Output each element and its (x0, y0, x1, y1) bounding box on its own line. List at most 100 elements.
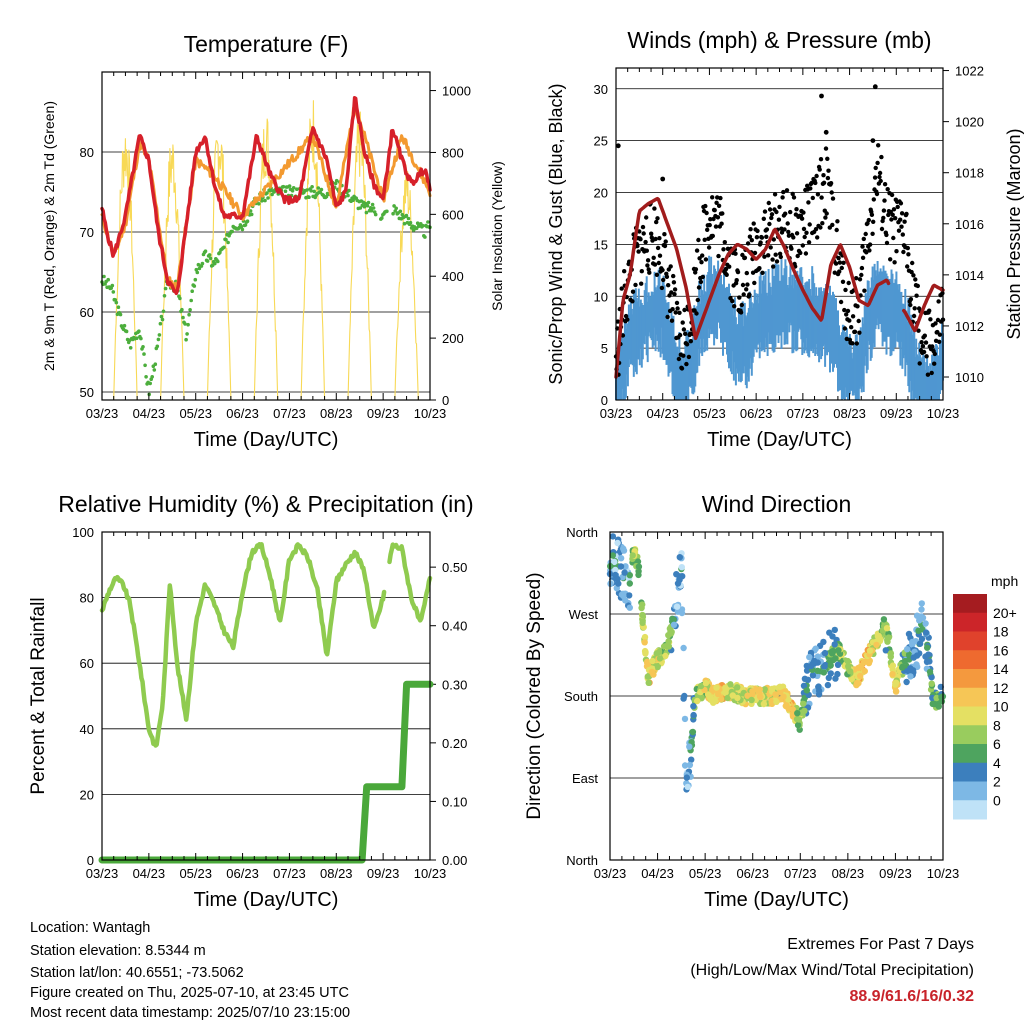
direction-point (804, 676, 812, 683)
solar-insolation-curve (206, 140, 232, 401)
dewpoint-point (369, 208, 374, 213)
gust-point (870, 138, 876, 144)
dewpoint-point (158, 321, 163, 326)
gust-point (778, 254, 783, 260)
direction-point (639, 619, 646, 626)
direction-point (875, 632, 882, 639)
dewpoint-point (144, 375, 148, 379)
dewpoint-point (213, 261, 217, 266)
temp-y2tick-label: 400 (442, 269, 464, 284)
wind-xtick-label: 05/23 (693, 406, 726, 421)
colorbar-swatch (953, 762, 987, 782)
gust-point (752, 280, 757, 286)
gust-point (699, 260, 704, 265)
direction-point (653, 650, 660, 657)
dewpoint-point (392, 204, 396, 208)
direction-point (907, 673, 914, 680)
gust-point (801, 210, 806, 215)
dewpoint-point (426, 220, 430, 224)
wind-xtick-label: 07/23 (787, 406, 820, 421)
gust-point (873, 165, 878, 171)
gust-point (662, 243, 668, 249)
gust-point (704, 210, 709, 216)
gust-point (857, 277, 863, 282)
gust-point (894, 249, 899, 254)
gust-point (891, 235, 896, 241)
gust-point (686, 354, 692, 360)
direction-point (929, 700, 936, 708)
gust-point (780, 195, 785, 200)
gust-point (764, 227, 770, 232)
gust-point (615, 143, 621, 149)
direction-point (673, 603, 681, 610)
direction-point (680, 695, 687, 702)
gust-point (762, 254, 767, 259)
gust-point (724, 272, 729, 277)
gust-point (661, 277, 666, 283)
gust-point (695, 297, 700, 303)
gust-point (688, 339, 693, 344)
gust-point (747, 292, 752, 297)
gust-point (715, 215, 721, 220)
direction-point (626, 572, 633, 579)
direction-point (644, 673, 651, 680)
temp-y2label: Solar Insolation (Yellow) (489, 161, 505, 311)
dewpoint-point (124, 329, 129, 334)
dewpoint-point (287, 184, 292, 188)
gust-point (747, 234, 753, 239)
gust-point (913, 277, 918, 282)
dir-ytick-label: North (566, 525, 598, 540)
colorbar-label: 8 (993, 717, 1001, 733)
gust-point (879, 154, 884, 160)
gust-point (663, 239, 668, 244)
gust-point (821, 173, 826, 178)
direction-point (892, 679, 900, 686)
gust-point (718, 195, 723, 201)
gust-point (655, 245, 661, 251)
gust-point (867, 242, 873, 247)
wind-ytick-label: 15 (594, 237, 608, 252)
colorbar-label: 6 (993, 736, 1001, 752)
colorbar-swatch (953, 612, 987, 632)
dewpoint-point (224, 237, 228, 242)
gust-point (892, 260, 897, 265)
dewpoint-point (222, 245, 226, 250)
direction-point (814, 667, 821, 674)
dewpoint-point (184, 337, 188, 342)
gust-point (919, 340, 924, 345)
gust-point (833, 261, 839, 266)
dewpoint-point (139, 336, 143, 341)
direction-point (654, 663, 661, 671)
gust-point (673, 310, 678, 315)
wind-ytick-label: 0 (601, 393, 608, 408)
gust-point (930, 344, 935, 349)
gust-point (854, 276, 859, 281)
gust-point (739, 302, 744, 308)
direction-point (697, 682, 705, 690)
direction-point (918, 606, 925, 613)
dewpoint-point (366, 200, 371, 205)
direction-point (609, 533, 617, 540)
direction-point (780, 693, 787, 700)
gust-point (742, 255, 748, 260)
gust-point (872, 84, 878, 90)
gust-point (679, 366, 685, 371)
gust-point (705, 227, 710, 232)
gust-point (700, 253, 705, 258)
gust-point (779, 230, 785, 235)
gust-point (830, 222, 835, 228)
gust-point (896, 228, 902, 233)
solar-insolation-curve (113, 138, 138, 401)
gust-point (647, 270, 652, 275)
gust-point (755, 228, 760, 234)
gust-point (641, 231, 646, 236)
gust-point (937, 332, 943, 337)
direction-point (857, 672, 864, 680)
dewpoint-point (135, 336, 139, 341)
wind-ytick-label: 10 (594, 289, 608, 304)
gust-point (828, 181, 834, 186)
temp-xtick-label: 03/23 (86, 406, 119, 421)
gust-point (884, 240, 890, 246)
gust-point (656, 260, 661, 266)
